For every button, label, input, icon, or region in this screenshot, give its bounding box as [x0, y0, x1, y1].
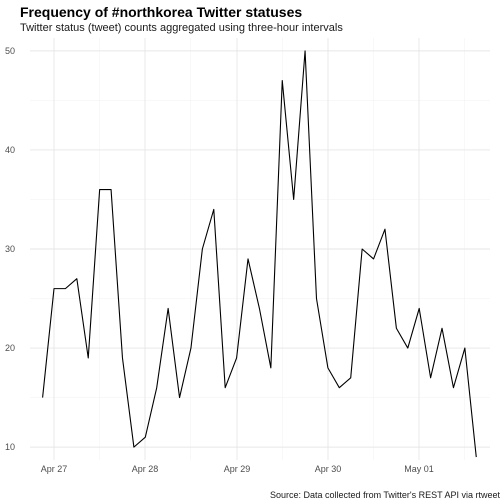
series-line [42, 50, 477, 458]
x-tick-label: Apr 30 [315, 464, 342, 474]
y-tick-label: 10 [5, 442, 15, 452]
y-tick-label: 40 [5, 145, 15, 155]
x-tick-label: Apr 28 [132, 464, 159, 474]
series-group [42, 50, 477, 458]
chart-title: Frequency of #northkorea Twitter statuse… [20, 4, 303, 20]
chart-caption: Source: Data collected from Twitter's RE… [270, 490, 500, 500]
y-tick-label: 50 [5, 46, 15, 56]
x-axis: Apr 27 Apr 28 Apr 29 Apr 30 May 01 [41, 464, 434, 474]
x-tick-label: May 01 [404, 464, 434, 474]
y-axis: 10 20 30 40 50 [5, 46, 15, 452]
y-tick-label: 20 [5, 343, 15, 353]
chart-subtitle: Twitter status (tweet) counts aggregated… [20, 22, 343, 34]
major-grid [30, 38, 490, 460]
y-tick-label: 30 [5, 244, 15, 254]
x-tick-label: Apr 27 [41, 464, 68, 474]
x-tick-label: Apr 29 [224, 464, 251, 474]
